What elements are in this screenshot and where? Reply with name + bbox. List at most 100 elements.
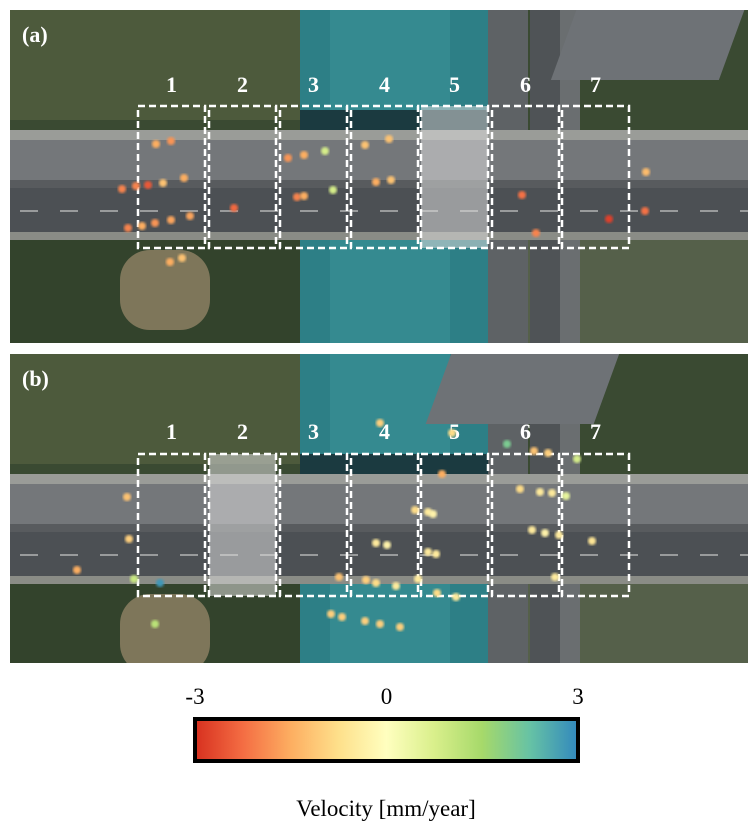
map-panel	[10, 10, 748, 343]
ps-point	[541, 529, 549, 537]
lane-mark	[340, 554, 358, 556]
panel-label: (a)	[22, 22, 48, 47]
lane-mark	[20, 554, 38, 556]
lane-mark	[20, 210, 38, 212]
ps-point	[138, 222, 146, 230]
vegetation	[10, 10, 300, 120]
ps-point	[528, 526, 536, 534]
lane-mark	[580, 210, 598, 212]
ps-point	[362, 576, 370, 584]
segment-label: 7	[590, 419, 601, 444]
ps-point	[300, 151, 308, 159]
segment-label: 7	[590, 72, 601, 97]
ps-point	[383, 541, 391, 549]
ps-point	[132, 182, 140, 190]
road-ramp	[551, 10, 744, 80]
lane-mark	[700, 554, 718, 556]
ps-point	[530, 447, 538, 455]
lane-mark	[100, 210, 118, 212]
ps-point	[396, 623, 404, 631]
lane-mark	[300, 210, 318, 212]
vegetation	[10, 354, 300, 464]
ps-point	[166, 258, 174, 266]
colorbar-tick-label: 0	[381, 684, 393, 709]
ps-point	[605, 215, 613, 223]
lane-mark	[740, 210, 748, 212]
ps-point	[300, 192, 308, 200]
ps-point	[124, 224, 132, 232]
ps-point	[551, 573, 559, 581]
ps-point	[144, 181, 152, 189]
colorbar-tick-label: -3	[185, 684, 204, 709]
colorbar-label: Velocity [mm/year]	[296, 796, 475, 821]
ps-point	[118, 185, 126, 193]
ps-point	[125, 535, 133, 543]
sidewalk	[10, 474, 748, 484]
ps-point	[167, 216, 175, 224]
segment-label: 2	[237, 72, 248, 97]
ps-point	[321, 147, 329, 155]
ps-point	[516, 485, 524, 493]
ps-point	[376, 419, 384, 427]
ps-point	[548, 489, 556, 497]
ps-point	[376, 620, 384, 628]
vegetation	[490, 584, 748, 663]
segment-label: 3	[308, 72, 319, 97]
ps-point	[361, 617, 369, 625]
ps-point	[544, 449, 552, 457]
segment-label: 4	[379, 72, 390, 97]
lane-mark	[500, 210, 518, 212]
ps-point	[327, 610, 335, 618]
road-ramp	[426, 354, 619, 424]
ps-point	[130, 575, 138, 583]
panel-label: (b)	[22, 366, 49, 391]
ps-point	[448, 429, 456, 437]
ps-point	[372, 539, 380, 547]
ps-point	[73, 566, 81, 574]
ps-point	[151, 219, 159, 227]
bridge-shadow	[300, 454, 488, 474]
lane-mark	[60, 554, 78, 556]
lane-mark	[180, 554, 198, 556]
ps-point	[387, 176, 395, 184]
ps-point	[293, 193, 301, 201]
shoulder	[10, 232, 748, 240]
ps-point	[411, 506, 419, 514]
ps-point	[438, 470, 446, 478]
segment-label: 6	[520, 72, 531, 97]
lane-mark	[540, 210, 558, 212]
colorbar-tick-label: 3	[572, 684, 584, 709]
lane-mark	[540, 554, 558, 556]
median	[10, 524, 748, 532]
ps-point	[159, 179, 167, 187]
figure: Velocity [mm/year] 1234567(a)1234567(b)-…	[0, 0, 748, 834]
segment-label: 1	[166, 72, 177, 97]
ps-point	[178, 254, 186, 262]
road-deck	[10, 484, 748, 524]
ps-point	[562, 492, 570, 500]
lane-mark	[140, 210, 158, 212]
lane-mark	[340, 210, 358, 212]
park	[120, 594, 210, 674]
ps-point	[335, 573, 343, 581]
ps-point	[156, 579, 164, 587]
lane-mark	[660, 554, 678, 556]
ps-point	[284, 154, 292, 162]
ps-point	[385, 135, 393, 143]
ps-point	[433, 589, 441, 597]
colorbar	[195, 719, 578, 761]
lane-mark	[180, 210, 198, 212]
lane-mark	[60, 210, 78, 212]
sidewalk	[10, 130, 748, 140]
ps-point	[392, 582, 400, 590]
ps-point	[536, 488, 544, 496]
ps-point	[452, 593, 460, 601]
ps-point	[180, 174, 188, 182]
lane-mark	[740, 554, 748, 556]
page: {"panels": [ {"label": "(a)", "boxes": […	[0, 0, 748, 834]
ps-point	[641, 207, 649, 215]
ps-point	[532, 229, 540, 237]
segment-label: 2	[237, 419, 248, 444]
ps-point	[432, 550, 440, 558]
road-deck	[10, 140, 748, 180]
